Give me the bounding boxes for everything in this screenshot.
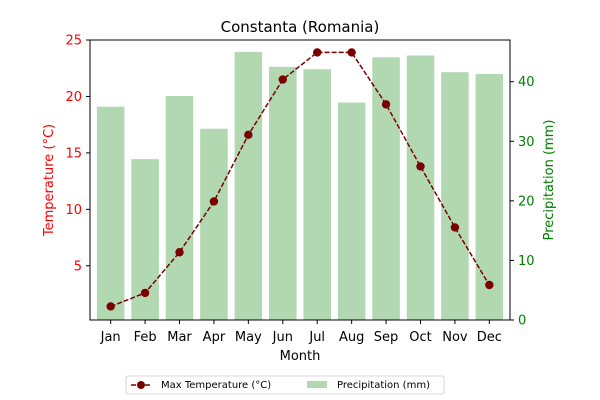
temp-point-aug <box>347 48 356 57</box>
left-axis-label: Temperature (°C) <box>42 124 57 237</box>
x-axis: Jan Feb Mar Apr May Jun Jul Aug Sep Oct Nov Dec <box>100 320 502 345</box>
temp-point-may <box>244 130 253 140</box>
plot-frame <box>89 39 511 321</box>
x-tick-label: Aug <box>339 330 364 345</box>
right-tick-label: 0 <box>518 314 526 329</box>
precip-bar-jun <box>269 66 297 321</box>
x-tick-label: Sep <box>374 330 399 345</box>
legend-label-temperature: Max Temperature (°C) <box>161 380 271 391</box>
precip-bar-jan <box>96 106 125 320</box>
legend-bar-swatch <box>307 381 327 388</box>
left-tick-label: 25 <box>65 34 82 49</box>
precip-bar-dec <box>475 73 504 320</box>
right-tick-label: 10 <box>518 254 535 269</box>
x-tick-label: Jan <box>100 330 121 345</box>
temp-point-mar <box>175 248 184 257</box>
legend: Max Temperature (°C) Precipitation (mm) <box>125 375 445 395</box>
precip-bar-sep <box>372 57 400 320</box>
left-tick-label: 15 <box>65 146 82 161</box>
x-tick-label: Feb <box>134 330 157 345</box>
right-tick-label: 30 <box>518 135 535 150</box>
precip-bar-oct <box>406 55 435 321</box>
chart-title: Constanta (Romania) <box>221 18 380 36</box>
temp-point-nov <box>450 223 460 232</box>
x-tick-label: Apr <box>203 330 226 345</box>
precip-bar-jul <box>303 69 331 320</box>
x-tick-label: May <box>235 330 262 345</box>
precip-bar-apr <box>200 128 228 320</box>
x-tick-label: Nov <box>442 330 468 345</box>
precip-bar-may <box>234 51 263 321</box>
temperature-line <box>106 48 494 311</box>
legend-marker-swatch <box>137 381 145 389</box>
legend-frame <box>125 375 445 395</box>
x-tick-label: Dec <box>477 330 502 345</box>
right-axis-label: Precipitation (mm) <box>542 120 557 241</box>
temp-point-jul <box>313 48 322 57</box>
temp-point-dec <box>485 280 494 290</box>
left-tick-label: 20 <box>65 90 82 105</box>
x-axis-label: Month <box>280 349 321 364</box>
left-tick-label: 10 <box>65 203 82 218</box>
left-y-axis: 5 10 15 20 25 <box>65 34 90 274</box>
temp-point-sep <box>381 100 391 109</box>
right-tick-label: 40 <box>518 75 535 90</box>
precip-bar-nov <box>441 72 469 320</box>
temp-point-feb <box>140 288 150 298</box>
precipitation-bars <box>96 51 504 321</box>
right-tick-label: 20 <box>518 194 535 209</box>
precip-bar-mar <box>165 96 194 320</box>
temp-point-jun <box>278 75 287 84</box>
x-tick-label: Jun <box>272 330 293 345</box>
temp-point-jan <box>106 302 115 311</box>
x-tick-label: Mar <box>167 330 192 345</box>
temp-point-oct <box>416 162 425 171</box>
right-y-axis: 0 10 20 30 40 <box>510 75 535 329</box>
precip-bar-aug <box>337 102 366 320</box>
x-tick-label: Jul <box>308 330 325 345</box>
legend-label-precipitation: Precipitation (mm) <box>337 380 430 391</box>
left-tick-label: 5 <box>74 259 82 274</box>
x-tick-label: Oct <box>409 330 431 345</box>
temperature-series-line <box>110 51 490 308</box>
temp-point-apr <box>209 197 219 206</box>
